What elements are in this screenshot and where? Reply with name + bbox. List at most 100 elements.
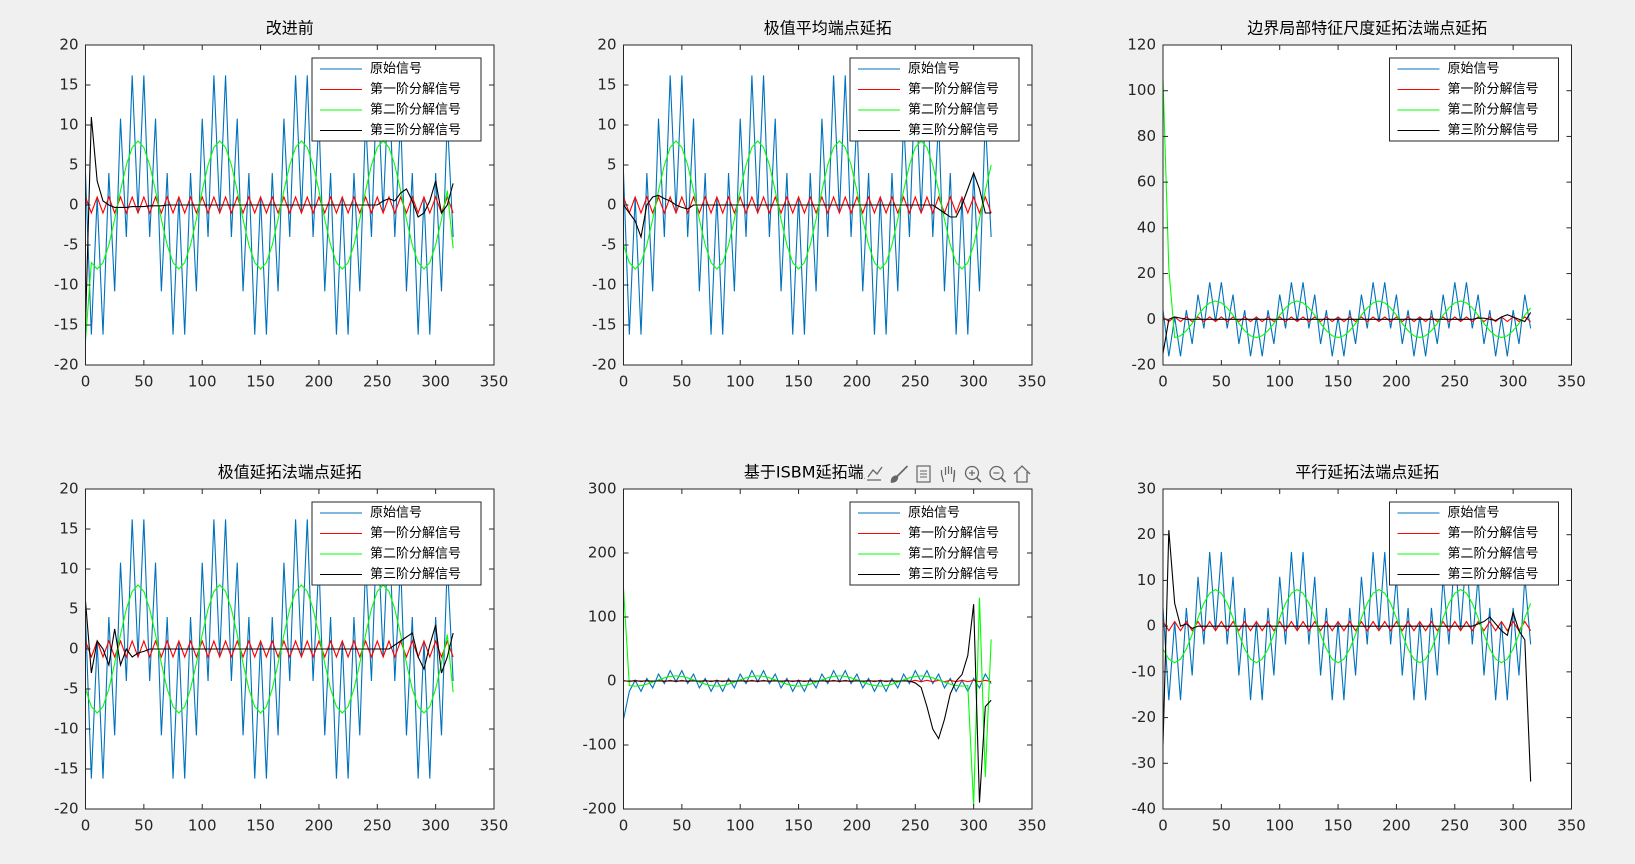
restore-view-button[interactable]	[1013, 465, 1031, 483]
pan-button[interactable]	[940, 466, 956, 483]
y-tick-label: 10	[1137, 571, 1156, 589]
legend-box	[311, 501, 482, 586]
x-tick-label: 0	[619, 373, 629, 391]
icon-shape	[940, 466, 956, 483]
x-tick-label: 300	[1499, 817, 1528, 835]
legend-box	[849, 57, 1020, 142]
x-tick-label: 0	[1158, 373, 1168, 391]
x-tick-label: 150	[1324, 373, 1353, 391]
x-tick-label: 0	[619, 817, 629, 835]
y-tick-label: -20	[1132, 708, 1157, 726]
x-tick-label: 100	[726, 373, 755, 391]
x-tick-label: 350	[1557, 373, 1586, 391]
chart-title: 改进前	[266, 19, 314, 38]
legend-label: 第三阶分解信号	[908, 123, 999, 138]
y-tick-label: 10	[59, 116, 78, 134]
x-tick-label: 350	[480, 373, 509, 391]
legend-label: 第一阶分解信号	[1448, 82, 1539, 97]
brush-button[interactable]	[890, 465, 909, 483]
x-tick-label: 50	[672, 817, 691, 835]
subplot: 0 50 100 150 200 250 300 350-200-1000100200300基…	[582, 463, 1046, 835]
x-tick-label: 150	[784, 373, 813, 391]
y-tick-label: -10	[592, 276, 617, 294]
x-tick-label: 100	[1265, 373, 1294, 391]
y-tick-label: 120	[1127, 36, 1156, 54]
legend-label: 原始信号	[1448, 62, 1500, 77]
data-line	[1163, 79, 1532, 339]
x-tick-label: 150	[784, 817, 813, 835]
legend-label: 原始信号	[908, 506, 960, 521]
icon-shape	[1000, 476, 1007, 483]
legend-label: 第二阶分解信号	[1448, 103, 1539, 118]
y-tick-label: 0	[1146, 617, 1156, 635]
y-tick-label: 30	[1137, 480, 1156, 498]
x-tick-label: 200	[843, 817, 872, 835]
legend-label: 第二阶分解信号	[370, 547, 461, 562]
x-tick-label: 300	[959, 373, 988, 391]
x-tick-label: 200	[1382, 817, 1411, 835]
y-tick-label: 300	[588, 480, 617, 498]
subplot: 0 50 100 150 200 250 300 350 -40 -30 -20 -10 0 10 20 30…	[1132, 463, 1586, 835]
legend-label: 第一阶分解信号	[370, 526, 461, 541]
y-tick-label: 20	[59, 480, 78, 498]
legend-label: 第二阶分解信号	[908, 547, 999, 562]
icon-shape	[975, 476, 982, 483]
axes-box	[623, 488, 1033, 810]
x-tick-label: 300	[421, 373, 450, 391]
y-tick-label: -20	[54, 356, 79, 374]
x-tick-label: 350	[1018, 817, 1047, 835]
legend-label: 第一阶分解信号	[1448, 526, 1539, 541]
x-tick-label: 350	[480, 817, 509, 835]
y-tick-label: 0	[69, 196, 79, 214]
chart-title: 极值延拓法端点延拓	[218, 463, 362, 482]
y-tick-label: -30	[1132, 754, 1157, 772]
y-tick-label: -5	[602, 236, 617, 254]
data-tips-button[interactable]	[916, 465, 931, 483]
legend-label: 第三阶分解信号	[1448, 123, 1539, 138]
subplot: 0 50 100 150 200 250 300 350 -20 -15 -10 -5 0 5 10 15 20…	[54, 463, 508, 835]
y-tick-label: 80	[1137, 127, 1156, 145]
data-line	[623, 140, 992, 270]
y-tick-label: -100	[582, 736, 616, 754]
legend-label: 第二阶分解信号	[908, 103, 999, 118]
axes-box	[1162, 44, 1572, 366]
plot-area	[1163, 79, 1532, 357]
x-tick-label: 200	[305, 373, 334, 391]
chart-title: 极值平均端点延拓	[764, 19, 892, 38]
y-tick-label: 100	[1127, 81, 1156, 99]
x-tick-label: 50	[134, 373, 153, 391]
y-tick-label: 20	[59, 36, 78, 54]
x-tick-label: 350	[1018, 373, 1047, 391]
legend-label: 原始信号	[370, 62, 422, 77]
x-tick-label: 200	[305, 817, 334, 835]
legend-label: 原始信号	[370, 506, 422, 521]
icon-shape	[989, 465, 1004, 481]
x-tick-label: 50	[672, 373, 691, 391]
y-tick-label: -15	[54, 760, 79, 778]
export-button[interactable]	[867, 466, 883, 481]
x-tick-label: 0	[1158, 817, 1168, 835]
x-tick-label: 250	[363, 373, 392, 391]
legend-box	[311, 57, 482, 142]
y-tick-label: 200	[588, 544, 617, 562]
data-line	[85, 600, 454, 674]
y-tick-label: 100	[588, 608, 617, 626]
x-tick-label: 200	[1382, 373, 1411, 391]
data-line	[623, 588, 992, 806]
y-tick-label: 0	[69, 640, 79, 658]
legend-label: 第二阶分解信号	[1448, 547, 1539, 562]
legend-label: 第三阶分解信号	[908, 567, 999, 582]
y-tick-label: 20	[1137, 525, 1156, 543]
y-tick-label: -200	[582, 800, 616, 818]
y-tick-label: -20	[592, 356, 617, 374]
subplot: 0 50 100 150 200 250 300 350 -20 -15 -10 -5 0 5 10 15 20…	[592, 19, 1046, 391]
y-tick-label: 40	[1137, 218, 1156, 236]
legend-label: 第三阶分解信号	[370, 567, 461, 582]
legend-label: 第二阶分解信号	[370, 103, 461, 118]
zoom-in-button[interactable]	[964, 465, 982, 483]
zoom-out-button[interactable]	[989, 465, 1007, 483]
data-line	[85, 584, 454, 714]
y-tick-label: 10	[597, 116, 616, 134]
